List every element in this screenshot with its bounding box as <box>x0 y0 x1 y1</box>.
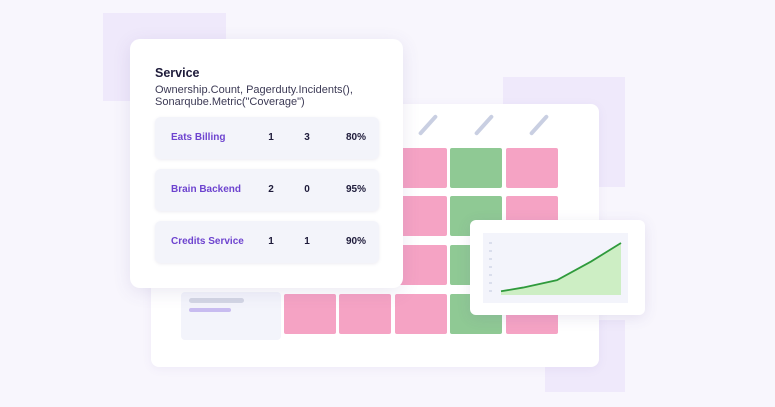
score-cell-fail <box>339 294 391 334</box>
trend-chart <box>483 233 628 303</box>
column-header-placeholder <box>473 114 495 136</box>
coverage-value: 95% <box>345 184 366 195</box>
ownership-count: 1 <box>268 236 274 247</box>
row-label-bar <box>189 308 231 312</box>
score-cell-fail <box>395 148 447 188</box>
service-row[interactable]: Credits Service 1 1 90% <box>155 221 379 263</box>
row-label-placeholder <box>181 292 281 340</box>
service-name[interactable]: Brain Backend <box>171 184 242 195</box>
ownership-count: 2 <box>268 184 274 195</box>
service-name[interactable]: Eats Billing <box>171 132 226 143</box>
trend-line <box>500 242 622 293</box>
service-card-title: Service <box>155 66 200 80</box>
score-cell-fail <box>395 196 447 236</box>
score-cell-fail <box>395 294 447 334</box>
score-cell-fail <box>395 245 447 285</box>
score-cell-fail <box>284 294 336 334</box>
trend-card <box>470 220 645 315</box>
service-card-query: Ownership.Count, Pagerduty.Incidents(), … <box>155 84 353 108</box>
trend-area <box>501 243 621 295</box>
service-name[interactable]: Credits Service <box>171 236 244 247</box>
incident-count: 0 <box>304 184 310 195</box>
ownership-count: 1 <box>268 132 274 143</box>
column-header-placeholder <box>528 114 550 136</box>
column-header-placeholder <box>417 114 439 136</box>
score-cell-fail <box>506 148 558 188</box>
service-row[interactable]: Eats Billing 1 3 80% <box>155 117 379 159</box>
service-row[interactable]: Brain Backend 2 0 95% <box>155 169 379 211</box>
incident-count: 3 <box>304 132 310 143</box>
row-label-bar <box>189 298 244 303</box>
score-cell-pass <box>450 148 502 188</box>
coverage-value: 80% <box>345 132 366 143</box>
coverage-value: 90% <box>345 236 366 247</box>
incident-count: 1 <box>304 236 310 247</box>
service-card: Service Ownership.Count, Pagerduty.Incid… <box>130 39 403 288</box>
